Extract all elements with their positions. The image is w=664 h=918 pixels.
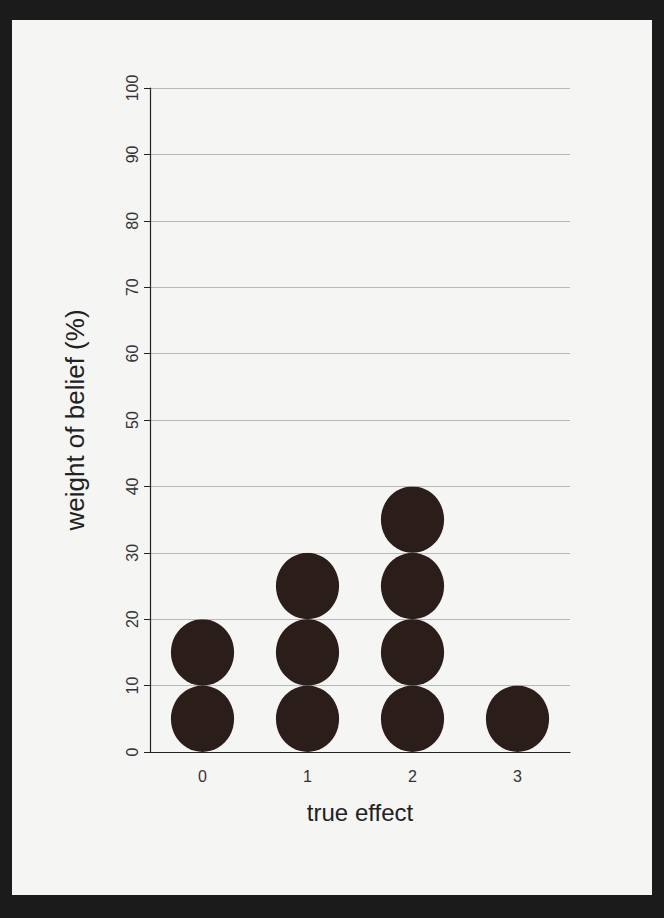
svg-text:0: 0: [124, 747, 141, 756]
svg-text:90: 90: [124, 145, 141, 163]
svg-text:0: 0: [198, 768, 207, 785]
svg-text:2: 2: [408, 768, 417, 785]
svg-text:70: 70: [124, 278, 141, 296]
svg-text:3: 3: [513, 768, 522, 785]
svg-text:100: 100: [124, 75, 141, 102]
svg-text:40: 40: [124, 477, 141, 495]
svg-text:30: 30: [124, 544, 141, 562]
svg-text:80: 80: [124, 212, 141, 230]
svg-text:10: 10: [124, 677, 141, 695]
svg-text:20: 20: [124, 610, 141, 628]
svg-text:60: 60: [124, 345, 141, 363]
svg-text:true effect: true effect: [307, 799, 414, 826]
svg-text:weight of belief (%): weight of belief (%): [60, 309, 90, 531]
svg-text:1: 1: [303, 768, 312, 785]
svg-text:50: 50: [124, 411, 141, 429]
